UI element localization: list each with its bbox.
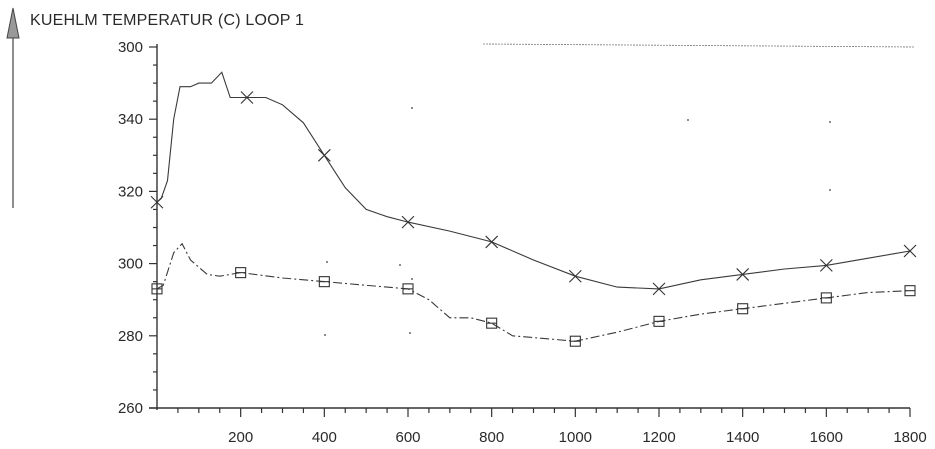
x-tick-label: 1800 bbox=[893, 429, 926, 446]
up-arrow-icon bbox=[6, 7, 20, 208]
scan-dots bbox=[324, 107, 831, 336]
series-1-marker bbox=[485, 235, 499, 249]
x-tick-label: 400 bbox=[312, 429, 337, 446]
series-1-marker bbox=[736, 268, 750, 281]
y-tick-label: 300 bbox=[118, 256, 143, 273]
chart-title: KUEHLM TEMPERATUR (C) LOOP 1 bbox=[30, 12, 304, 29]
series-layer bbox=[150, 71, 917, 347]
series-1-marker bbox=[568, 269, 582, 283]
x-tick-label: 600 bbox=[395, 429, 420, 446]
top-rule bbox=[482, 43, 916, 48]
y-tick-label: 300 bbox=[118, 39, 143, 56]
series-1-marker bbox=[150, 195, 164, 209]
x-tick-label: 1000 bbox=[559, 429, 592, 446]
series-1-marker bbox=[401, 215, 415, 229]
x-tick-label: 1600 bbox=[810, 429, 843, 446]
series-1-marker bbox=[240, 91, 254, 104]
series-1-marker bbox=[317, 148, 331, 162]
y-tick-label: 320 bbox=[118, 183, 143, 200]
x-tick-label: 800 bbox=[479, 429, 504, 446]
y-tick-label: 280 bbox=[118, 328, 143, 345]
y-tick-label: 340 bbox=[118, 111, 143, 128]
series-2-line bbox=[156, 242, 911, 342]
axes: 200 400 600 800 1000 1200 1400 1600 1800 260 280 30… bbox=[118, 39, 927, 446]
x-tick-label: 1200 bbox=[642, 429, 675, 446]
x-tick-label: 200 bbox=[228, 429, 253, 446]
x-tick-label: 1400 bbox=[726, 429, 759, 446]
series-1-line bbox=[156, 71, 911, 290]
series-1-marker bbox=[903, 244, 917, 258]
series-1-marker bbox=[819, 259, 833, 272]
series-1-marker bbox=[652, 282, 666, 296]
y-tick-label: 260 bbox=[118, 400, 143, 417]
